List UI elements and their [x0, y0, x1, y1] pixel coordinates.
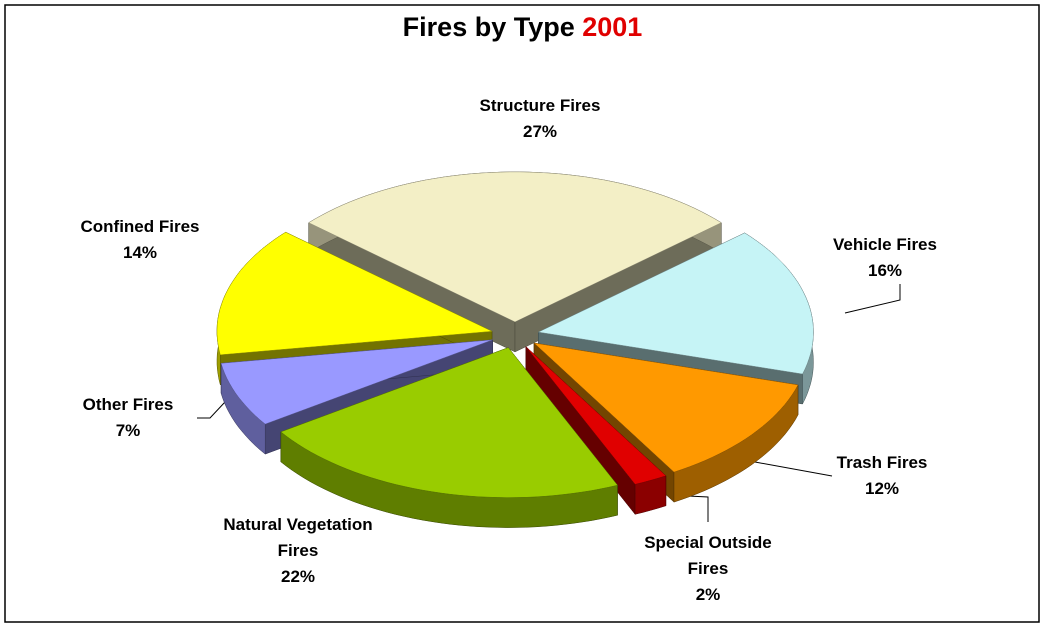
leader-line — [844, 284, 901, 314]
category-label: Other Fires — [82, 395, 174, 414]
title-text: Fires by Type — [402, 12, 575, 42]
category-label: Special Outside Fires — [644, 533, 772, 578]
slice-label: Structure Fires 27% — [440, 93, 640, 145]
slice-top — [533, 342, 799, 473]
slice-label: Vehicle Fires 16% — [785, 232, 985, 284]
category-label: Confined Fires — [80, 217, 200, 236]
leader-line — [754, 461, 833, 477]
slice-label: Special Outside Fires 2% — [623, 530, 793, 608]
slice — [525, 345, 667, 516]
slice-top — [280, 347, 618, 498]
slice-label: Trash Fires 12% — [782, 450, 982, 502]
slice-label: Confined Fires 14% — [40, 214, 240, 266]
value-label: 16% — [867, 261, 903, 280]
slice-top — [220, 339, 493, 425]
chart-title: Fires by Type 2001 — [0, 12, 1045, 43]
value-label: 14% — [122, 243, 158, 262]
slice-top — [216, 231, 493, 356]
title-year: 2001 — [582, 12, 643, 42]
value-label: 22% — [280, 567, 316, 586]
value-label: 7% — [115, 421, 141, 440]
category-label: Natural Vegetation Fires — [223, 515, 373, 560]
slice-top — [525, 346, 667, 485]
category-label: Structure Fires — [479, 96, 601, 115]
category-label: Vehicle Fires — [833, 235, 937, 254]
slice-label: Natural Vegetation Fires 22% — [208, 512, 388, 590]
slice-top — [537, 232, 814, 375]
category-label: Trash Fires — [836, 453, 928, 472]
value-label: 2% — [695, 585, 721, 604]
slice — [280, 346, 618, 528]
value-label: 12% — [864, 479, 900, 498]
slice-top — [308, 171, 722, 323]
value-label: 27% — [522, 122, 558, 141]
leader-line — [197, 401, 226, 419]
slice-label: Other Fires 7% — [28, 392, 228, 444]
